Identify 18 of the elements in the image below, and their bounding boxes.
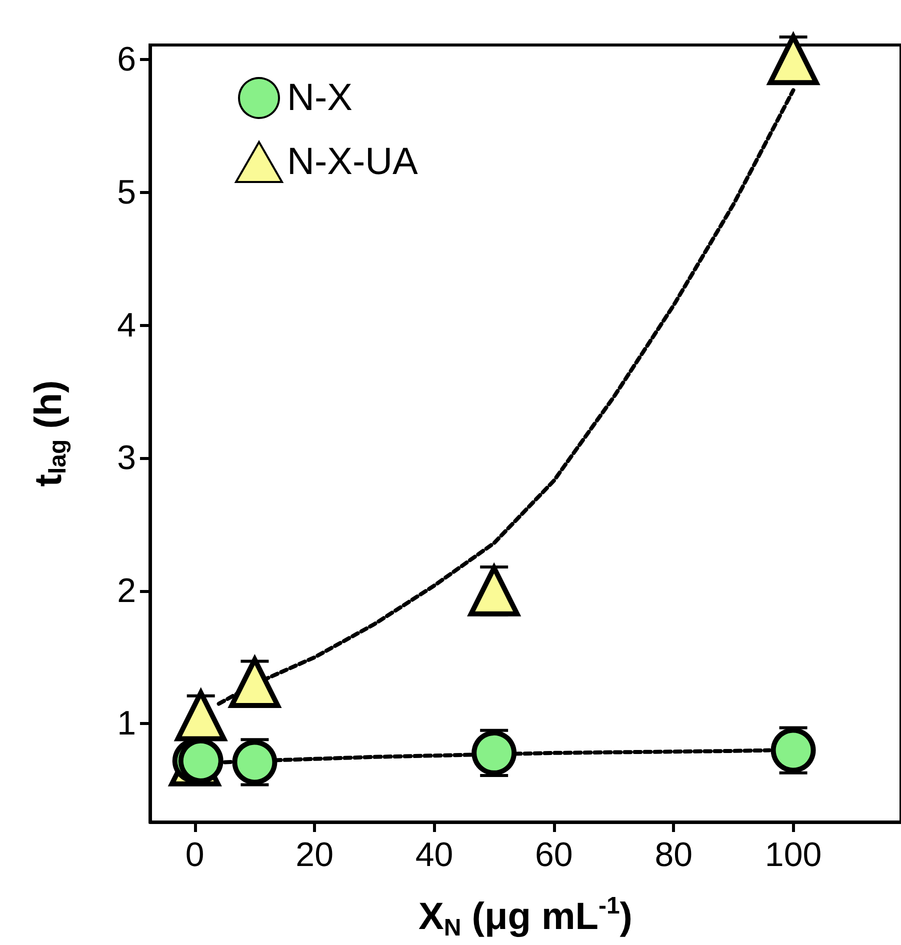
y-tick-label: 1 (117, 704, 136, 743)
point (232, 740, 278, 785)
x-tick-label: 80 (654, 836, 693, 874)
legend-label: N-X-UA (287, 141, 419, 183)
point (770, 728, 816, 773)
x-tick-label: 100 (764, 836, 822, 874)
y-tick-label: 3 (117, 439, 136, 478)
point (472, 730, 517, 776)
y-tick-label: 2 (117, 572, 136, 610)
x-tick-label: 20 (296, 836, 334, 874)
x-tick-label: 0 (185, 836, 204, 874)
y-axis-title: tlag (h) (28, 380, 72, 487)
y-tick-label: 6 (117, 40, 136, 79)
legend-label: N-X (287, 77, 352, 119)
y-tick-label: 4 (117, 306, 136, 344)
y-tick-label: 5 (117, 173, 136, 212)
x-tick-label: 40 (415, 836, 454, 874)
x-tick-label: 60 (535, 836, 573, 874)
